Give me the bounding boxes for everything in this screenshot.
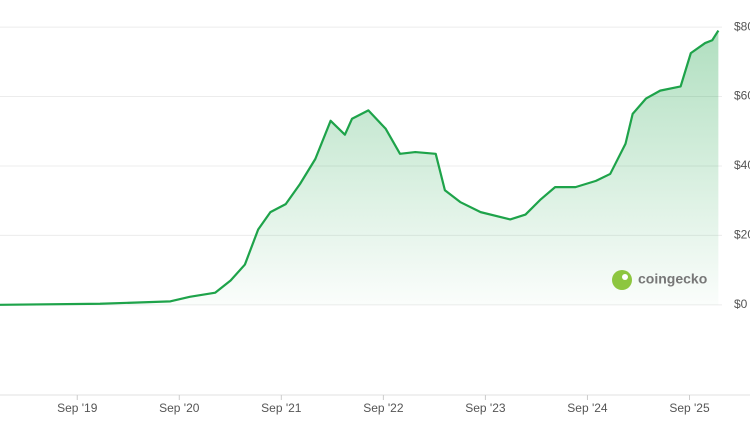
y-tick-label: $80	[734, 19, 750, 33]
logo-eye	[622, 274, 628, 280]
x-tick-label: Sep '24	[567, 401, 608, 415]
area	[0, 30, 719, 305]
logo-icon	[612, 270, 632, 290]
x-tick-label: Sep '20	[159, 401, 200, 415]
x-tick-label: Sep '23	[465, 401, 506, 415]
line	[0, 29, 720, 306]
y-tick-label: $40	[734, 158, 750, 172]
x-tick-label: Sep '22	[363, 401, 404, 415]
x-tick-label: Sep '19	[57, 401, 98, 415]
x-tick-label: Sep '21	[261, 401, 302, 415]
y-tick-label: $0	[734, 297, 748, 311]
y-tick-label: $60	[734, 89, 750, 103]
y-tick-label: $20	[734, 228, 750, 242]
x-tick-label: Sep '25	[669, 401, 710, 415]
watermark: coingecko	[638, 271, 707, 287]
logo: coingecko	[612, 270, 707, 290]
